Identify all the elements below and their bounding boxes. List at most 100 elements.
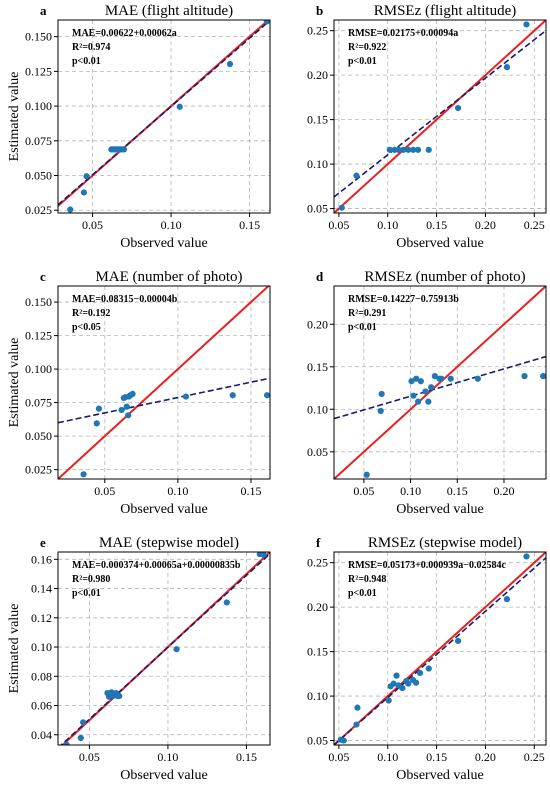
y-tick-label: 0.05 [307,202,328,216]
x-axis-label: Observed value [396,236,483,251]
y-tick-label: 0.150 [25,30,52,44]
panel-letter: d [316,269,324,284]
x-tick-label: 0.05 [328,750,349,764]
x-tick-label: 0.20 [493,484,514,498]
data-point [399,684,406,692]
stats-annotation: RMSE=0.02175+0.00094a [348,28,458,39]
data-point [116,692,123,700]
x-tick-label: 0.05 [79,750,100,764]
axes-frame [57,551,271,746]
panel-letter: f [316,535,321,550]
x-tick-label: 0.25 [524,218,545,232]
panel-title: MAE (flight altitude) [105,3,233,19]
data-point [416,669,424,677]
y-tick-label: 0.08 [31,669,52,683]
data-point [454,104,462,112]
regression-line [58,377,270,424]
stats-annotation: RMSE=0.05173+0.000939a−0.02584c [348,560,506,571]
stats-annotation: R²=0.291 [348,308,386,319]
panel-title: MAE (stepwise model) [99,535,239,551]
axes-frame [333,551,547,746]
data-point [413,375,420,382]
y-tick-label: 0.04 [31,728,52,742]
stats-annotation: R²=0.948 [348,574,386,585]
panel-title: MAE (number of photo) [95,269,242,285]
data-point [431,373,438,380]
stats-annotation: p<0.05 [72,322,101,333]
x-tick-label: 0.05 [82,218,103,232]
x-tick-label: 0.15 [447,484,468,498]
y-tick-label: 0.16 [31,552,52,566]
plot-area [334,552,546,745]
stats-annotation: p<0.01 [72,56,101,67]
y-tick-label: 0.050 [25,429,52,443]
panel-f: 0.05 0.10 0.15 0.20 0.25 0.05 0.10 0.15 0.20 0.25… [307,535,547,783]
y-tick-label: 0.050 [25,169,52,183]
y-tick-label: 0.10 [307,402,328,416]
y-tick-label: 0.14 [31,582,52,596]
y-tick-label: 0.025 [25,463,52,477]
plot-area [58,286,270,479]
data-point [385,697,392,704]
data-point [523,553,530,560]
data-point [120,146,128,153]
stats-annotation: RMSE=0.14227−0.75913b [348,294,459,305]
data-point [129,390,136,397]
y-tick-label: 0.05 [307,734,328,748]
data-point [521,373,528,380]
x-tick-label: 0.15 [426,218,447,232]
data-point [176,103,183,110]
data-point [425,146,432,153]
data-point [386,146,393,153]
axes-frame [333,19,547,214]
stats-annotation: MAE=0.00622+0.00062a [72,28,177,39]
data-point [425,398,432,405]
x-tick-label: 0.10 [377,750,398,764]
y-tick-label: 0.25 [307,556,328,570]
y-axis-label: Estimated value [7,604,22,694]
data-point [63,741,70,745]
data-point [125,412,132,419]
data-point [417,378,424,385]
plot-area [58,20,270,213]
x-tick-label: 0.05 [353,484,374,498]
data-point [447,375,454,382]
y-axis-label: Estimated value [7,338,22,428]
y-tick-label: 0.100 [25,362,52,376]
data-point [395,146,402,153]
data-point [377,407,384,415]
data-point [400,146,407,153]
y-tick-label: 0.100 [25,99,52,113]
axes-frame [57,19,271,214]
x-tick-label: 0.10 [167,484,188,498]
data-point [408,378,415,385]
data-point [229,392,236,399]
x-tick-label: 0.15 [236,750,257,764]
x-tick-label: 0.10 [161,218,182,232]
x-tick-label: 0.20 [475,750,496,764]
panel-a: 0.05 0.10 0.15 0.025 0.050 0.075 0.100 0.125 0.1… [7,3,271,251]
plot-area [60,552,270,745]
identity-line [58,286,270,479]
identity-line [334,20,546,213]
data-point [393,672,400,679]
y-tick-label: 0.12 [31,611,52,625]
panel-e: 0.05 0.10 0.15 0.04 0.06 0.08 0.10 0.12 0.14 0.16… [7,535,271,783]
panel-title: RMSEz (flight altitude) [374,3,516,19]
y-tick-label: 0.10 [307,157,328,171]
y-tick-label: 0.20 [307,317,328,331]
x-axis-label: Observed value [120,236,207,251]
y-tick-label: 0.150 [25,295,52,309]
axes-frame [333,285,547,480]
x-tick-label: 0.25 [524,750,545,764]
data-point [95,405,103,412]
data-point [405,680,412,687]
plot-area [334,20,546,213]
y-axis-label: Estimated value [7,72,22,162]
data-point [67,206,74,213]
data-point [438,375,445,382]
y-tick-label: 0.125 [25,64,52,78]
regression-line [58,20,270,206]
data-point [340,737,347,744]
